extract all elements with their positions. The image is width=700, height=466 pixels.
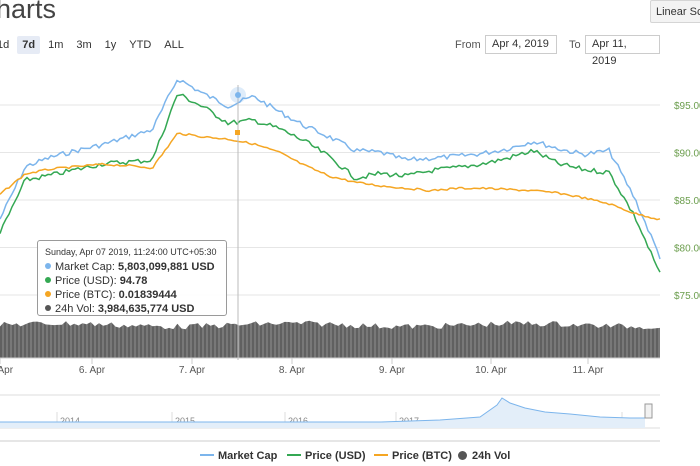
legend-item-market-cap[interactable]: Market Cap xyxy=(200,448,277,464)
volume-swatch-icon xyxy=(458,451,467,460)
price-lines xyxy=(0,79,661,273)
zoom-ytd-button[interactable]: YTD xyxy=(129,39,152,51)
zoom-1m-button[interactable]: 1m xyxy=(48,39,64,51)
scale-toggle-button[interactable]: Linear Scale xyxy=(650,0,700,23)
to-label: To xyxy=(569,39,581,51)
navigator-year-label: 2016 xyxy=(288,416,308,426)
tooltip-value: 5,803,099,881 USD xyxy=(117,261,215,273)
y-tick-label: $95.00 xyxy=(674,101,700,112)
zoom-1d-button[interactable]: 1d xyxy=(0,39,10,51)
volume-dot-icon xyxy=(45,305,51,311)
tooltip-row-price-usd: Price (USD): 94.78 xyxy=(45,274,219,288)
from-date-input[interactable]: Apr 4, 2019 xyxy=(485,35,557,54)
tooltip-label: Price (USD) xyxy=(55,275,114,287)
navigator-area xyxy=(0,398,645,428)
x-tick-label: 5. Apr xyxy=(0,365,14,376)
tooltip-row-volume: 24h Vol: 3,984,635,774 USD xyxy=(45,302,219,316)
navigator-year-label: 2015 xyxy=(175,416,195,426)
legend-item-price-usd[interactable]: Price (USD) xyxy=(287,448,366,464)
tooltip-value: 94.78 xyxy=(119,275,148,287)
zoom-buttons: 1d 7d 1m 3m 1y YTD ALL xyxy=(0,36,189,54)
zoom-1y-button[interactable]: 1y xyxy=(104,39,117,51)
series-line-price-btc- xyxy=(0,132,661,221)
hover-point-market-cap xyxy=(235,92,241,98)
price-usd-swatch-icon xyxy=(287,454,301,456)
x-tick-label: 6. Apr xyxy=(79,365,106,376)
y-tick-label: $85.00 xyxy=(674,196,700,207)
navigator-year-label: 2014 xyxy=(60,416,80,426)
x-tick-label: 9. Apr xyxy=(379,365,406,376)
tooltip-value: 3,984,635,774 USD xyxy=(97,303,195,315)
zoom-3m-button[interactable]: 3m xyxy=(76,39,92,51)
legend-label: Market Cap xyxy=(218,450,278,462)
zoom-7d-button[interactable]: 7d xyxy=(17,36,41,54)
tooltip-timestamp: Sunday, Apr 07 2019, 11:24:00 UTC+05:30 xyxy=(45,247,217,257)
legend-label: Price (USD) xyxy=(305,450,366,462)
price-btc-swatch-icon xyxy=(374,454,388,456)
legend-label: Price (BTC) xyxy=(392,450,452,462)
x-tick-label: 11. Apr xyxy=(573,365,605,376)
legend-item-volume[interactable]: 24h Vol xyxy=(458,448,510,464)
navigator: 201420152016201720182019 xyxy=(0,397,645,428)
chart-legend: Market Cap Price (USD) Price (BTC) 24h V… xyxy=(0,448,700,464)
x-tick-label: 10. Apr xyxy=(475,365,507,376)
series-line-price-usd- xyxy=(0,93,661,273)
tooltip-row-price-btc: Price (BTC): 0.01839444 xyxy=(45,288,219,302)
x-tick-label: 7. Apr xyxy=(179,365,206,376)
volume-series xyxy=(0,320,660,358)
market-cap-dot-icon xyxy=(45,263,51,269)
y-tick-label: $90.00 xyxy=(674,149,700,160)
hover-point-btc xyxy=(235,130,240,135)
y-tick-label: $75.00 xyxy=(674,291,700,302)
price-btc-dot-icon xyxy=(45,291,51,297)
zoom-all-button[interactable]: ALL xyxy=(164,39,184,51)
tooltip-value: 0.01839444 xyxy=(118,289,177,301)
to-date-input[interactable]: Apr 11, 2019 xyxy=(585,35,660,67)
from-label: From xyxy=(455,39,481,51)
x-axis: 5. Apr 6. Apr 7. Apr 8. Apr 9. Apr 10. Apr 11.… xyxy=(0,357,660,376)
tooltip-row-market-cap: Market Cap: 5,803,099,881 USD xyxy=(45,260,219,274)
price-usd-dot-icon xyxy=(45,277,51,283)
y-tick-label: $80.00 xyxy=(674,244,700,255)
navigator-line xyxy=(0,397,645,423)
page-title: harts xyxy=(0,0,57,24)
tooltip-label: Price (BTC) xyxy=(55,289,113,301)
y-axis-right: $95.00 $90.00 $85.00 $80.00 $75.00 xyxy=(674,101,700,302)
series-line-market-cap xyxy=(0,79,661,260)
x-tick-label: 8. Apr xyxy=(279,365,306,376)
chart-grid xyxy=(0,104,660,296)
chart-tooltip: Sunday, Apr 07 2019, 11:24:00 UTC+05:30 … xyxy=(37,240,227,316)
tooltip-label: Market Cap xyxy=(55,261,112,273)
tooltip-label: 24h Vol xyxy=(55,303,92,315)
market-cap-swatch-icon xyxy=(200,454,214,456)
legend-item-price-btc[interactable]: Price (BTC) xyxy=(374,448,452,464)
legend-label: 24h Vol xyxy=(472,450,511,462)
navigator-handle[interactable] xyxy=(644,403,653,419)
